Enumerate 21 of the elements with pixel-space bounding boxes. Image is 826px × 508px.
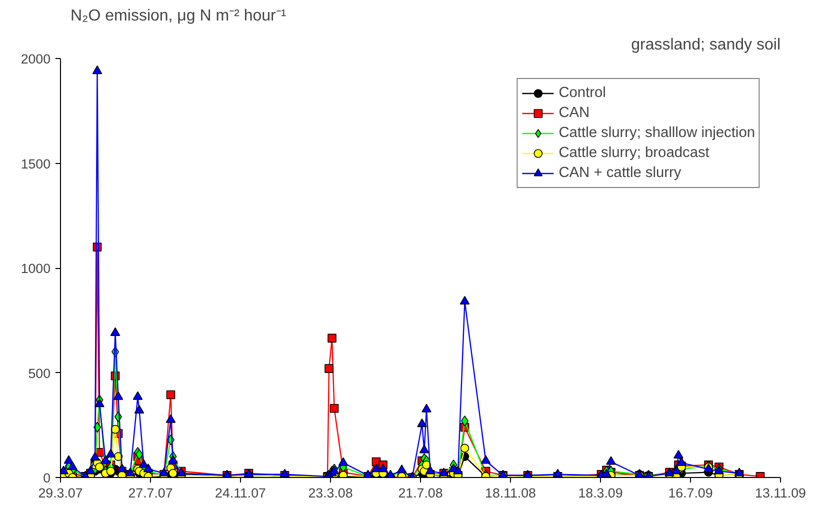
chart-subtitle: grassland; sandy soil xyxy=(631,36,781,54)
chart-title: N₂O emission, μg N m⁻² hour⁻¹ xyxy=(70,8,286,24)
y-tick-label: 1500 xyxy=(20,156,51,172)
x-tick-label: 18.11.08 xyxy=(485,486,536,500)
x-tick-label: 13.11.09 xyxy=(755,486,806,500)
x-tick-label: 18.3.09 xyxy=(578,486,623,500)
y-tick-label: 1000 xyxy=(20,261,51,276)
legend-label: Cattle slurry; broadcast xyxy=(558,145,710,161)
x-tick-label: 29.3.07 xyxy=(38,486,83,500)
y-tick-label: 0 xyxy=(43,470,51,486)
x-tick-label: 16.7.09 xyxy=(668,486,713,500)
x-tick-label: 21.7.08 xyxy=(398,486,443,500)
legend-label: CAN + cattle slurry xyxy=(558,165,682,181)
legend-label: Control xyxy=(558,85,606,101)
x-tick-label: 27.7.07 xyxy=(128,486,173,500)
x-tick-label: 23.3.08 xyxy=(308,486,353,500)
legend-label: Cattle slurry; shalllow injection xyxy=(558,125,755,141)
y-tick-label: 500 xyxy=(28,366,51,381)
y-tick-label: 2000 xyxy=(20,52,51,66)
legend-label: CAN xyxy=(558,105,590,121)
x-tick-label: 24.11.07 xyxy=(215,486,266,500)
